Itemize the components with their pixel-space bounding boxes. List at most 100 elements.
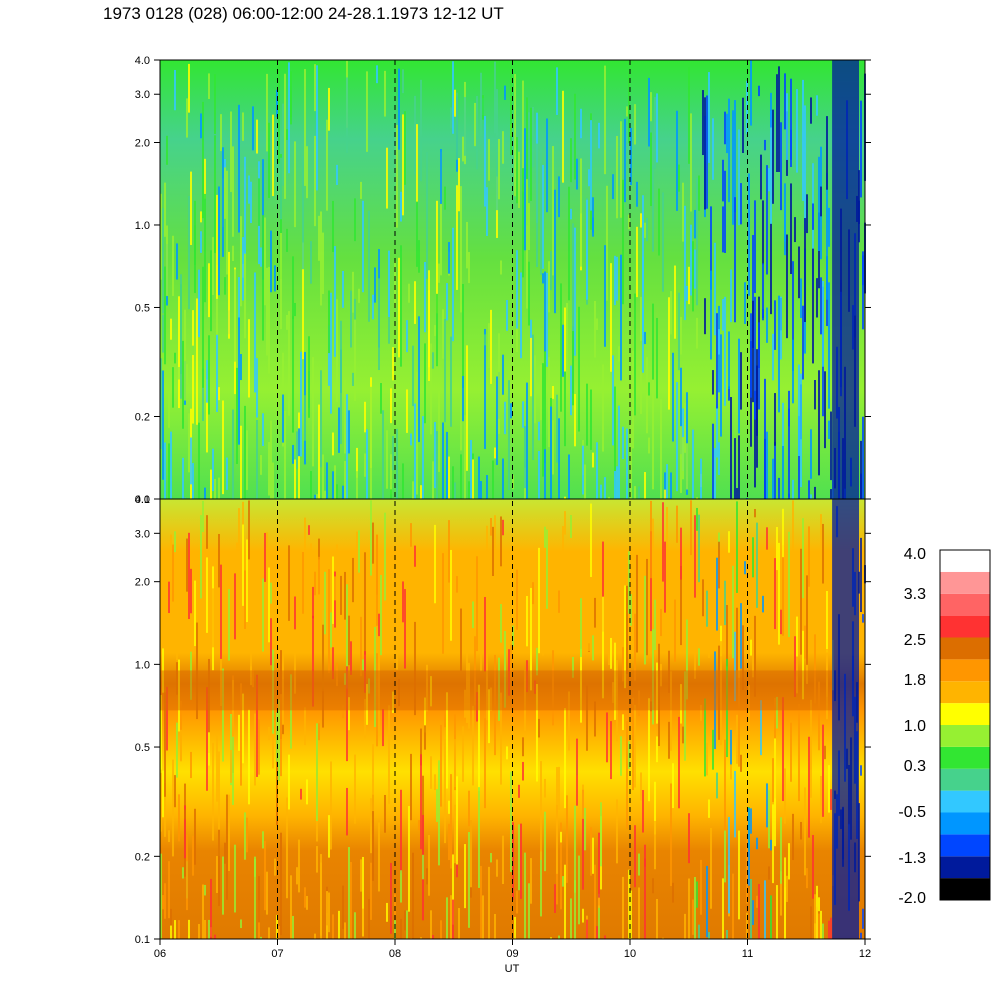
heatmap-cell bbox=[240, 425, 242, 499]
heatmap-cell bbox=[772, 758, 774, 802]
heatmap-cell bbox=[786, 875, 788, 902]
heatmap-cell bbox=[638, 887, 640, 939]
heatmap-cell bbox=[690, 500, 692, 556]
heatmap-cell bbox=[818, 897, 820, 912]
heatmap-cell bbox=[756, 895, 758, 908]
heatmap-cell bbox=[334, 465, 336, 499]
heatmap-cell bbox=[452, 466, 454, 499]
heatmap-cell bbox=[630, 890, 632, 939]
y-tick-label: 0.1 bbox=[135, 934, 150, 946]
heatmap-cell bbox=[466, 221, 468, 269]
heatmap-cell bbox=[208, 335, 210, 415]
heatmap-cell bbox=[310, 241, 312, 284]
heatmap-cell bbox=[218, 387, 220, 401]
heatmap-cell bbox=[406, 320, 408, 353]
heatmap-cell bbox=[186, 538, 188, 592]
heatmap-cell bbox=[454, 804, 456, 864]
heatmap-cell bbox=[718, 532, 720, 550]
heatmap-cell bbox=[830, 411, 832, 481]
heatmap-cell bbox=[768, 168, 770, 192]
heatmap-cell bbox=[636, 181, 638, 207]
heatmap-cell bbox=[496, 376, 498, 465]
heatmap-cell bbox=[286, 314, 288, 330]
heatmap-cell bbox=[262, 831, 264, 849]
heatmap-cell bbox=[820, 910, 822, 939]
heatmap-cell bbox=[420, 485, 422, 499]
heatmap-cell bbox=[490, 518, 492, 536]
heatmap-cell bbox=[810, 699, 812, 770]
heatmap-cell bbox=[860, 100, 862, 198]
heatmap-cell bbox=[332, 647, 334, 680]
heatmap-cell bbox=[182, 457, 184, 499]
y-tick-label: 3.0 bbox=[135, 528, 150, 540]
heatmap-cell bbox=[564, 708, 566, 809]
heatmap-cell bbox=[322, 454, 324, 499]
heatmap-cell bbox=[288, 545, 290, 621]
heatmap-cell bbox=[536, 684, 538, 782]
heatmap-cell bbox=[356, 447, 358, 478]
heatmap-cell bbox=[470, 440, 472, 499]
heatmap-cell bbox=[644, 575, 646, 665]
heatmap-cell bbox=[570, 515, 572, 538]
heatmap-cell bbox=[816, 95, 818, 116]
y-tick-label: 3.0 bbox=[135, 89, 150, 101]
heatmap-cell bbox=[622, 426, 624, 460]
heatmap-cell bbox=[404, 910, 406, 931]
heatmap-cell bbox=[200, 211, 202, 223]
heatmap-cell bbox=[354, 198, 356, 242]
heatmap-cell bbox=[734, 100, 736, 213]
heatmap-cell bbox=[378, 278, 380, 371]
heatmap-cell bbox=[572, 331, 574, 406]
heatmap-cell bbox=[616, 135, 618, 219]
heatmap-cell bbox=[214, 478, 216, 499]
heatmap-cell bbox=[324, 490, 326, 499]
y-tick-label: 0.1 bbox=[135, 494, 150, 506]
heatmap-cell bbox=[800, 373, 802, 488]
heatmap-cell bbox=[348, 697, 350, 731]
heatmap-cell bbox=[184, 496, 186, 499]
heatmap-cell bbox=[708, 932, 710, 939]
heatmap-cell bbox=[438, 263, 440, 283]
heatmap-cell bbox=[344, 380, 346, 454]
heatmap-cell bbox=[160, 695, 162, 770]
heatmap-cell bbox=[470, 819, 472, 888]
heatmap-cell bbox=[330, 292, 332, 414]
heatmap-cell bbox=[532, 582, 534, 605]
heatmap-cell bbox=[648, 382, 650, 396]
heatmap-cell bbox=[594, 597, 596, 628]
heatmap-cell bbox=[460, 454, 462, 499]
heatmap-cell bbox=[640, 370, 642, 415]
heatmap-cell bbox=[280, 694, 282, 777]
heatmap-cell bbox=[732, 565, 734, 659]
heatmap-cell bbox=[748, 808, 750, 886]
heatmap-cell bbox=[190, 568, 192, 614]
heatmap-cell bbox=[718, 329, 720, 355]
heatmap-cell bbox=[390, 489, 392, 499]
heatmap-cell bbox=[186, 98, 188, 138]
heatmap-cell bbox=[442, 309, 444, 359]
heatmap-cell bbox=[276, 89, 278, 118]
heatmap-cell bbox=[722, 206, 724, 253]
heatmap-cell bbox=[782, 445, 784, 499]
heatmap-cell bbox=[584, 464, 586, 499]
heatmap-cell bbox=[454, 89, 456, 117]
heatmap-cell bbox=[770, 839, 772, 851]
heatmap-cell bbox=[716, 313, 718, 409]
heatmap-cell bbox=[692, 429, 694, 499]
heatmap-cell bbox=[522, 168, 524, 278]
heatmap-cell bbox=[820, 775, 822, 824]
heatmap-cell bbox=[482, 895, 484, 939]
heatmap-cell bbox=[400, 870, 402, 903]
colorbar bbox=[939, 549, 991, 901]
heatmap-cell bbox=[764, 139, 766, 151]
heatmap-cell bbox=[228, 794, 230, 872]
heatmap-cell bbox=[814, 634, 816, 704]
heatmap-cell bbox=[572, 656, 574, 678]
heatmap-cell bbox=[330, 761, 332, 850]
heatmap-cell bbox=[618, 405, 620, 499]
heatmap-cell bbox=[688, 266, 690, 305]
heatmap-cell bbox=[350, 290, 352, 348]
heatmap-cell bbox=[456, 861, 458, 878]
heatmap-cell bbox=[722, 159, 724, 202]
heatmap-cell bbox=[656, 317, 658, 399]
